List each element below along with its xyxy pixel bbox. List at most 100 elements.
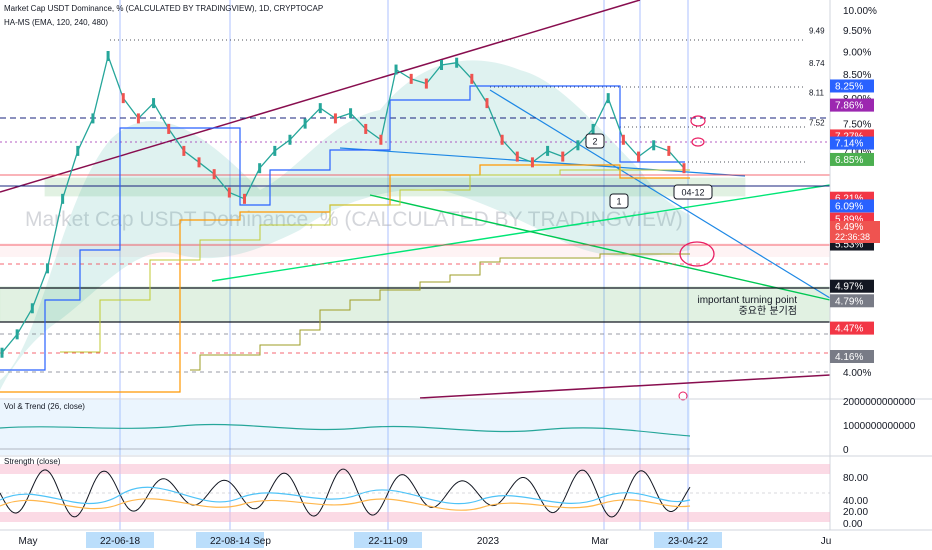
x-tick-label: Ju [821,536,832,547]
current-price-tag: 6.49% 22:36:38 [830,221,880,243]
price-tag-label: 6.09% [835,201,863,212]
price-point [379,134,383,145]
y-tick-label: 9.00% [843,48,871,59]
level-label: 8.11 [809,89,825,98]
price-point [212,169,216,180]
strength-tick-0: 0.00 [843,519,863,530]
price-point [136,113,140,124]
x-tick: Mar [591,536,609,547]
price-tag: 8.25% [830,79,874,93]
price-tag: 4.16% [830,350,874,364]
price-point [637,151,641,162]
price-point [515,151,519,162]
x-tick-label: Sep [253,536,271,547]
price-point [318,103,322,114]
price-point [364,123,368,134]
x-tick: 22-11-09 [354,532,422,548]
price-point [424,78,428,89]
x-tick: 22-08-14 [196,532,264,548]
price-tag-label: 7.86% [835,101,863,112]
strength-tick-20: 20.00 [843,507,868,518]
price-point [121,93,125,104]
x-tick-label: 22-11-09 [368,536,408,547]
turning-point-label-en: important turning point [697,295,797,306]
price-point [485,98,489,109]
price-series-line [1,53,685,354]
x-tick: 23-04-22 [654,532,722,548]
strength-title: Strength (close) [4,457,61,466]
price-point [91,113,95,124]
price-point [76,145,80,156]
current-price: 6.49% [835,222,863,233]
price-tag-label: 4.47% [835,324,863,335]
price-tags: 8.25%7.86%7.27%7.14%6.85%6.21%6.09%5.89%… [830,79,874,364]
price-point [61,193,65,204]
vol-trend-title: Vol & Trend (26, close) [4,402,85,411]
price-point [455,57,459,68]
price-tag-label: 4.79% [835,296,863,307]
level-label: 8.74 [809,59,825,68]
x-tick: Ju [821,536,832,547]
ema-cloud [0,60,690,391]
symbol-watermark: Market Cap USDT Dominance, % (CALCULATED… [25,208,683,231]
y-tick-label: 8.50% [843,70,871,81]
target-circle-3 [691,137,705,147]
price-point [197,157,201,168]
price-point [273,145,277,156]
strength-fast-line [0,498,691,511]
level-labels: 9.49 8.74 8.11 7.52 [809,27,825,128]
date-marker-label: 04-12 [681,188,704,198]
strength-tick-80: 80.00 [843,473,868,484]
price-point [167,123,171,134]
price-point [576,140,580,151]
level-label: 9.49 [809,27,825,36]
price-tag-label: 4.97% [835,282,863,293]
price-tag: 4.79% [830,294,874,308]
price-tag: 7.86% [830,98,874,112]
y-tick-label: 10.00% [843,6,877,17]
event-icon[interactable] [678,391,688,401]
price-point [242,193,246,204]
price-point [0,347,4,358]
marker-1: 1 [609,193,629,209]
y-tick-label: 7.50% [843,120,871,131]
price-point [288,134,292,145]
vol-tick-bottom: 0 [843,445,849,456]
chart-title: Market Cap USDT Dominance, % (CALCULATED… [4,4,323,13]
strength-pane: Strength (close) 80.00 40.00 20.00 0.00 [0,457,868,530]
x-tick-label: Mar [591,536,609,547]
price-tag-label: 5.53% [835,240,863,251]
vol-trend-line [0,423,691,437]
marker-1-label: 1 [616,197,621,207]
date-marker: 04-12 [673,184,713,200]
price-point [470,73,474,84]
x-tick: Sep [253,536,271,547]
price-point [409,73,413,84]
strength-tick-40: 40.00 [843,496,868,507]
price-tag: 4.97% [830,279,874,293]
price-point [394,64,398,75]
marker-2: 2 [585,133,605,149]
price-point [621,134,625,145]
level-label: 7.52 [809,119,825,128]
price-tag-label: 8.25% [835,81,863,92]
price-point [30,303,34,314]
price-tag-label: 6.21% [835,194,863,205]
vol-trend-pane: Vol & Trend (26, close) 2000000000000 10… [0,397,916,456]
strength-upper-band [0,464,830,474]
price-tag: 7.14% [830,136,874,150]
x-tick-label: 23-04-22 [668,536,708,547]
price-point [303,118,307,129]
marker-2-label: 2 [592,137,597,147]
price-series-points [0,51,686,358]
strength-signal-line [0,486,691,505]
price-point [227,187,231,198]
price-point [106,51,110,62]
strength-lower-band [0,512,830,522]
price-tag-label: 7.14% [835,139,863,150]
vol-tick-top: 2000000000000 [843,397,916,408]
price-point [500,134,504,145]
trend-lines [0,0,831,399]
